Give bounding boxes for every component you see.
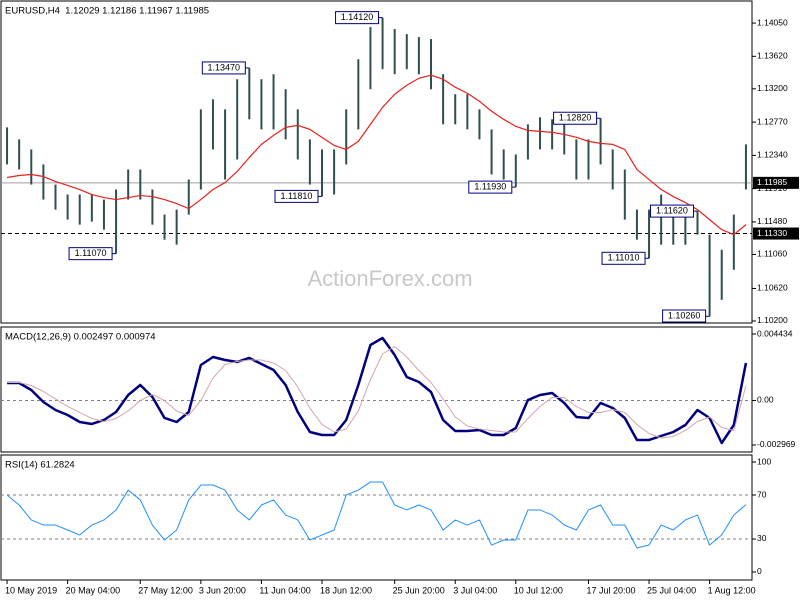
y-tick-label: -0.002969 [757, 439, 796, 449]
annotation-box [601, 251, 646, 265]
x-tick-label: 27 May 12:00 [138, 585, 193, 595]
panel-title: MACD(12,26,9) 0.002497 0.000974 [5, 332, 156, 343]
indicator-line [7, 346, 747, 439]
y-tick-label: 1.10620 [757, 283, 788, 293]
annotation-label: 1.11010 [608, 253, 640, 263]
annotation-label: 1.12820 [559, 113, 592, 123]
panel-title: EURUSD,H4 1.12029 1.12186 1.11967 1.1198… [5, 6, 209, 17]
panel-frame [0, 454, 753, 581]
price-level-label: 1.11985 [757, 177, 787, 187]
x-tick-label: 1 Aug 12:00 [708, 585, 756, 595]
moving-average [6, 74, 747, 236]
panel-frame [0, 0, 753, 324]
indicator-line [6, 481, 747, 549]
x-tick-label: 3 Jun 20:00 [199, 585, 246, 595]
annotation-box [649, 204, 694, 218]
price-level-box [753, 176, 799, 189]
y-tick-label: 1.11480 [757, 216, 787, 226]
y-tick-label: 0 [757, 566, 762, 576]
annotation-box [468, 180, 513, 194]
panel-frame [0, 326, 753, 453]
y-tick-label: 1.13200 [757, 83, 788, 93]
annotation-box [201, 61, 246, 75]
x-tick-label: 11 Jun 04:00 [259, 585, 310, 595]
y-tick-label: 100 [757, 456, 771, 466]
annotation-box [553, 111, 598, 125]
annotation-box [274, 189, 319, 203]
y-tick-label: 1.14050 [757, 17, 788, 27]
panel-title: RSI(14) 61.2824 [5, 460, 75, 471]
y-tick-label: 30 [757, 533, 767, 543]
annotation-label: 1.14120 [341, 12, 374, 22]
x-tick-label: 20 May 04:00 [66, 585, 121, 595]
y-tick-label: 0.00 [757, 395, 774, 405]
annotation-label: 1.10260 [668, 310, 701, 320]
y-tick-label: 1.13620 [757, 51, 788, 61]
x-tick-label: 25 Jul 04:00 [647, 585, 696, 595]
x-tick-label: 10 May 2019 [5, 585, 57, 595]
annotation-box [662, 309, 707, 323]
y-tick-label: 1.10200 [757, 315, 788, 325]
y-tick-label: 1.12770 [757, 116, 788, 126]
annotation-label: 1.13470 [208, 62, 241, 72]
price-level-box [753, 227, 799, 240]
annotation-box [335, 11, 380, 25]
x-tick-label: 3 Jul 04:00 [453, 585, 497, 595]
annotation-box [68, 247, 113, 261]
y-tick-label: 0.004434 [757, 328, 793, 338]
x-tick-label: 17 Jul 20:00 [586, 585, 635, 595]
price-level-label: 1.11330 [757, 228, 787, 238]
annotation-label: 1.11810 [281, 191, 313, 201]
annotation-label: 1.11620 [656, 205, 688, 215]
watermark: ActionForex.com [307, 266, 472, 291]
annotation-label: 1.11070 [75, 248, 107, 258]
x-tick-label: 25 Jun 20:00 [393, 585, 445, 595]
annotation-label: 1.11930 [474, 181, 506, 191]
x-tick-label: 10 Jul 12:00 [514, 585, 563, 595]
indicator-line [7, 336, 748, 445]
y-tick-label: 70 [757, 489, 767, 499]
y-tick-label: 1.12340 [757, 150, 788, 160]
y-tick-label: 1.11060 [757, 249, 787, 259]
x-tick-label: 18 Jun 12:00 [320, 585, 372, 595]
